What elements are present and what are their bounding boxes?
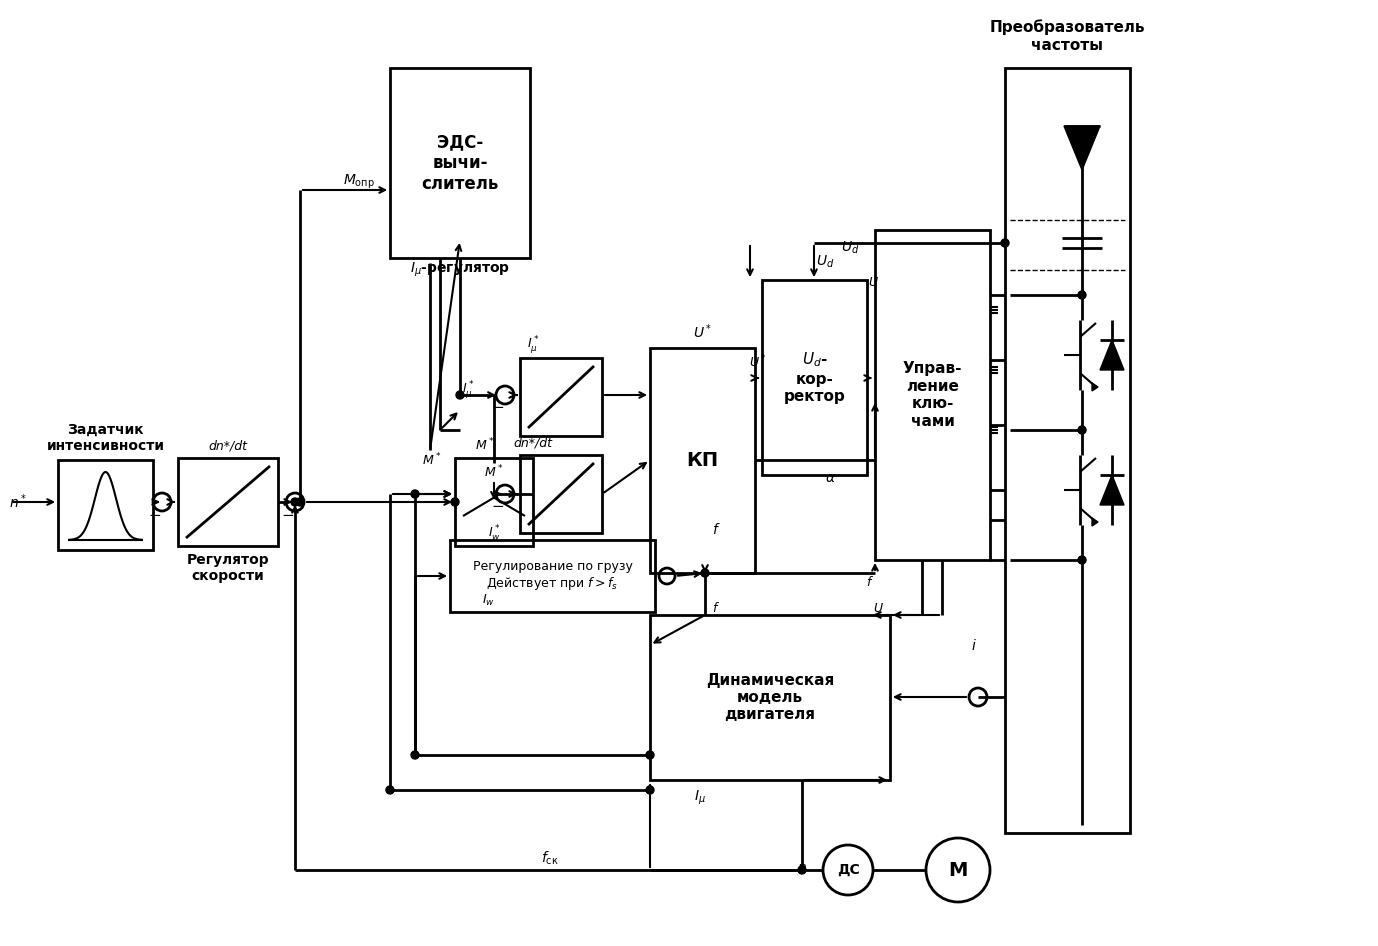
Text: $I_w^*$: $I_w^*$: [488, 524, 500, 544]
Circle shape: [646, 786, 655, 794]
Text: ЭДС-
вычи-
слитель: ЭДС- вычи- слитель: [422, 133, 499, 193]
Circle shape: [1078, 426, 1086, 434]
Polygon shape: [1091, 518, 1098, 526]
Text: −: −: [149, 507, 161, 522]
Polygon shape: [1100, 475, 1124, 505]
Bar: [520, 455, 602, 533]
Text: $U_d$: $U_d$: [841, 239, 860, 256]
Bar: [762, 280, 867, 475]
Bar: [650, 348, 755, 573]
Text: Преобразователь
частоты: Преобразователь частоты: [989, 20, 1145, 53]
Text: $I_w$: $I_w$: [481, 592, 495, 607]
Circle shape: [646, 751, 655, 759]
Bar: [455, 458, 533, 546]
Text: $f_{\rm ск}$: $f_{\rm ск}$: [542, 850, 559, 867]
Text: М: М: [948, 861, 967, 880]
Bar: [451, 540, 655, 612]
Text: $M^*$: $M^*$: [475, 437, 495, 453]
Circle shape: [701, 569, 710, 577]
Text: $i$: $i$: [971, 638, 977, 653]
Text: −: −: [492, 400, 504, 415]
Text: $U$: $U$: [872, 602, 883, 615]
Text: Регулятор
скорости: Регулятор скорости: [186, 552, 269, 583]
Circle shape: [411, 490, 419, 498]
Text: $f$: $f$: [712, 601, 719, 615]
Text: $I_\mu$-регулятор: $I_\mu$-регулятор: [411, 261, 510, 279]
Text: $f$: $f$: [865, 575, 874, 589]
Circle shape: [456, 391, 464, 399]
Bar: [390, 68, 531, 258]
Circle shape: [386, 786, 394, 794]
Text: $\alpha$: $\alpha$: [824, 471, 835, 485]
Text: Управ-
ление
клю-
чами: Управ- ление клю- чами: [903, 361, 962, 429]
Text: $n$: $n$: [796, 861, 808, 875]
Text: $M_{\rm опр}$: $M_{\rm опр}$: [343, 173, 375, 191]
Circle shape: [296, 498, 305, 506]
Circle shape: [291, 498, 299, 506]
Circle shape: [798, 866, 806, 874]
Circle shape: [1078, 556, 1086, 564]
Text: Регулирование по грузу
Действует при $f > f_s$: Регулирование по грузу Действует при $f …: [473, 560, 633, 592]
Text: Задатчик
интенсивности: Задатчик интенсивности: [47, 423, 164, 453]
Text: dn*/dt: dn*/dt: [208, 440, 248, 452]
Bar: [650, 615, 890, 780]
Bar: [178, 458, 278, 546]
Circle shape: [1078, 291, 1086, 299]
Text: −: −: [281, 507, 295, 522]
Polygon shape: [1064, 126, 1100, 170]
Text: $M^*$: $M^*$: [423, 451, 442, 468]
Polygon shape: [1091, 383, 1098, 391]
Text: dn*/dt: dn*/dt: [514, 436, 553, 449]
Text: $I_\mu$: $I_\mu$: [695, 789, 706, 807]
Bar: [875, 230, 989, 560]
Text: $I_\mu^*$: $I_\mu^*$: [462, 379, 474, 401]
Text: $M^*$: $M^*$: [484, 464, 504, 481]
Text: $U^*$: $U^*$: [750, 354, 768, 370]
Text: $I_\mu^*$: $I_\mu^*$: [526, 334, 539, 356]
Bar: [1005, 68, 1130, 833]
Text: $U_d$-
кор-
ректор: $U_d$- кор- ректор: [784, 351, 845, 404]
Text: $n^*$: $n^*$: [10, 493, 28, 511]
Text: $U$: $U$: [868, 276, 879, 289]
Polygon shape: [1100, 340, 1124, 370]
Circle shape: [1000, 239, 1009, 247]
Bar: [520, 358, 602, 436]
Circle shape: [451, 498, 459, 506]
Text: −: −: [492, 499, 504, 515]
Text: КП: КП: [686, 451, 718, 470]
Circle shape: [411, 751, 419, 759]
Text: $f$: $f$: [711, 522, 721, 537]
Text: ДС: ДС: [836, 863, 860, 877]
Text: Динамическая
модель
двигателя: Динамическая модель двигателя: [706, 673, 834, 723]
Text: $U_d$: $U_d$: [816, 254, 834, 271]
Text: $U^*$: $U^*$: [693, 323, 712, 342]
Bar: [58, 460, 153, 550]
